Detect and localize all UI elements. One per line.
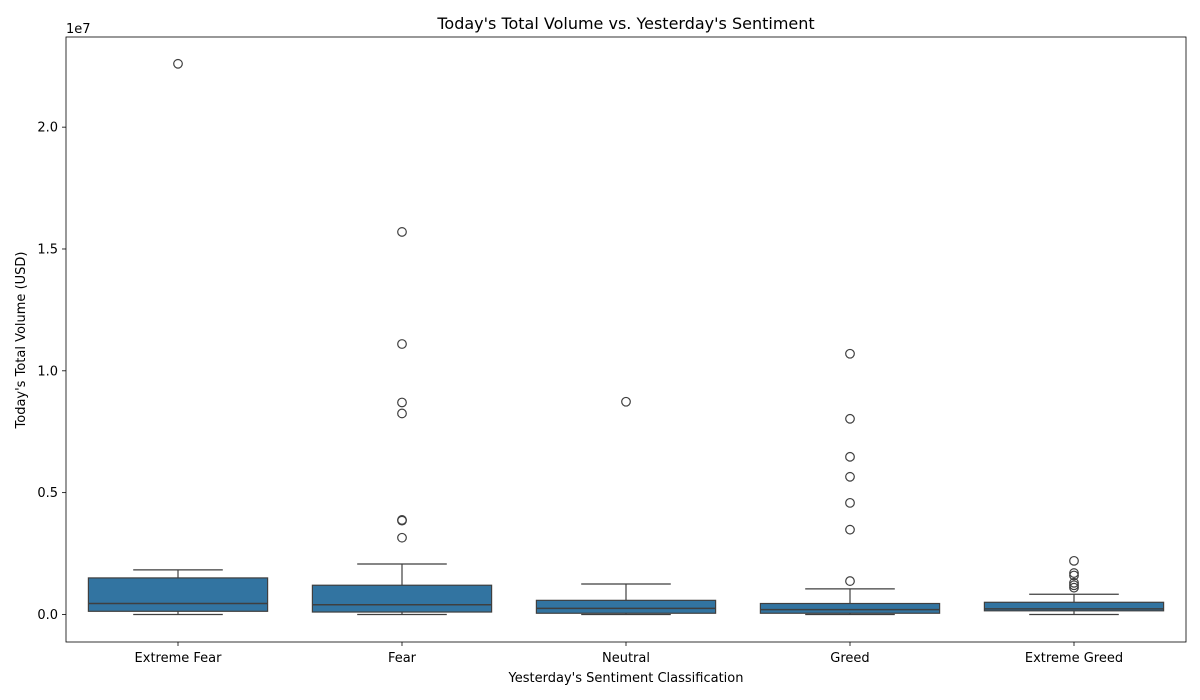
x-tick-label: Extreme Fear	[135, 651, 223, 666]
x-tick-label: Extreme Greed	[1025, 651, 1123, 666]
outlier-point	[845, 451, 855, 462]
box-iqr	[983, 601, 1165, 612]
outlier-point	[845, 413, 855, 424]
outlier-point	[1069, 555, 1079, 566]
outlier-point	[397, 408, 407, 419]
outlier-point	[397, 532, 407, 543]
y-offset-label: 1e7	[66, 22, 91, 37]
y-tick-label: 1.5	[37, 242, 58, 257]
box-iqr	[535, 599, 717, 614]
outlier-point	[173, 58, 183, 69]
outlier-point	[621, 396, 631, 407]
outlier-point	[1069, 582, 1079, 593]
outlier-point	[845, 348, 855, 359]
chart-title: Today's Total Volume vs. Yesterday's Sen…	[436, 14, 814, 33]
x-tick-label: Fear	[388, 651, 417, 666]
box-iqr	[311, 584, 493, 613]
outlier-point	[1069, 568, 1079, 578]
x-axis-label: Yesterday's Sentiment Classification	[508, 671, 744, 686]
box-iqr	[87, 577, 269, 612]
x-tick-label: Neutral	[602, 651, 650, 666]
outlier-point	[1069, 577, 1079, 588]
outlier-point	[845, 576, 855, 586]
axes-frame	[65, 36, 1187, 643]
y-tick-label: 0.5	[37, 486, 58, 501]
plot-area: 0.0 0.5 1.0 1.5 2.0 Extreme Fear Fear Neutral Gr…	[37, 36, 1187, 666]
outlier-point	[845, 497, 855, 508]
y-tick-label: 1.0	[37, 364, 58, 379]
outlier-point	[397, 227, 407, 237]
y-tick-label: 0.0	[37, 608, 58, 623]
outlier-point	[845, 471, 855, 482]
outlier-point	[397, 397, 407, 408]
outlier-point	[397, 339, 407, 349]
outlier-point	[1069, 580, 1079, 591]
outlier-point	[397, 515, 407, 526]
outlier-point	[845, 524, 855, 535]
y-axis-label: Today's Total Volume (USD)	[14, 252, 29, 430]
box-iqr	[759, 602, 941, 614]
x-tick-label: Greed	[830, 651, 869, 666]
y-tick-label: 2.0	[37, 121, 58, 136]
outlier-point	[1069, 570, 1079, 581]
